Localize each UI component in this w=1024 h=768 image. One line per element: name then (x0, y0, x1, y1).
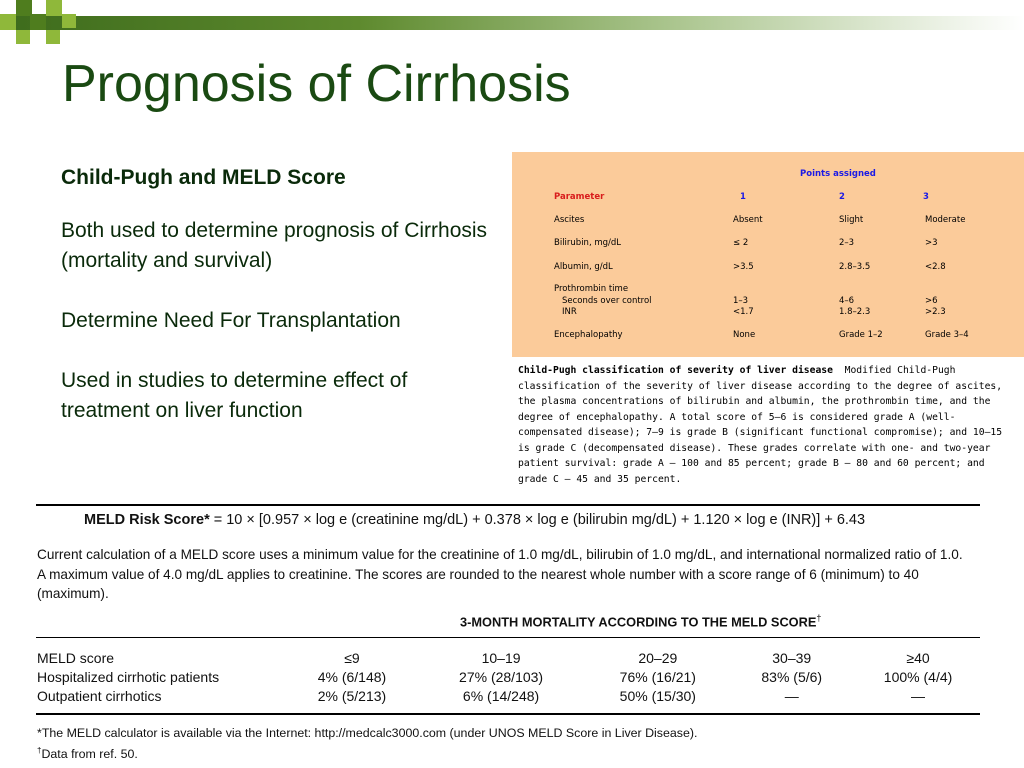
table-cell: >3.5 (733, 262, 754, 272)
header-bar (0, 16, 1024, 30)
table-cell: Grade 1–2 (839, 330, 883, 340)
points-col-3: 3 (923, 192, 929, 202)
points-header: Points assigned (800, 169, 876, 179)
table-cell: 1.8–2.3 (839, 307, 871, 317)
table-cell: 2–3 (839, 238, 855, 248)
footnote-2: †Data from ref. 50. (37, 746, 138, 761)
caption-title: Child-Pugh classification of severity of… (518, 365, 833, 376)
table-row: Outpatient cirrhotics 2% (5/213) 6% (14/… (37, 686, 985, 705)
table-cell: ≥40 (906, 649, 930, 666)
header-square (62, 14, 76, 28)
meld-formula: MELD Risk Score* = 10 × [0.957 × log e (… (84, 512, 865, 528)
mortality-table: MELD score ≤9 10–19 20–29 30–39 ≥40 Hosp… (37, 648, 985, 705)
header-square (16, 0, 32, 16)
header-square (0, 14, 16, 30)
table-cell: 83% (5/6) (761, 668, 823, 685)
table-cell: Absent (733, 215, 763, 225)
table-cell: Hospitalized cirrhotic patients (37, 668, 220, 685)
table-cell: 76% (16/21) (619, 668, 696, 685)
dagger-mark: † (37, 746, 42, 755)
table-cell: ≤9 (344, 649, 360, 666)
param-label: INR (562, 307, 577, 317)
param-label: Seconds over control (562, 296, 652, 306)
footnote-1: *The MELD calculator is available via th… (37, 726, 698, 740)
bullet-text: Determine Need For Transplantation (61, 309, 401, 332)
footnote-2-text: Data from ref. 50. (41, 747, 138, 762)
table-cell: 6% (14/248) (462, 687, 540, 704)
bullet-text: Used in studies to determine effect of t… (61, 369, 408, 422)
child-pugh-table: Points assigned Parameter 1 2 3 Ascites … (512, 152, 1024, 357)
points-col-2: 2 (839, 192, 845, 202)
param-label: Bilirubin, mg/dL (554, 238, 622, 248)
header-square (16, 30, 30, 44)
table-cell: 2.8–3.5 (839, 262, 871, 272)
caption-text: Modified Child-Pugh classification of th… (518, 365, 1003, 485)
table-cell: 27% (28/103) (459, 668, 544, 685)
table-cell: MELD score (37, 649, 115, 666)
param-label: Encephalopathy (554, 330, 623, 340)
table-cell: >2.3 (925, 307, 946, 317)
table-cell: <2.8 (925, 262, 946, 272)
table-cell: >3 (925, 238, 938, 248)
table-cell: Slight (839, 215, 864, 225)
table-cell: 4–6 (839, 296, 855, 306)
header-square (30, 14, 46, 30)
bullet-text: Both used to determine prognosis of Cirr… (61, 219, 488, 272)
page-title: Prognosis of Cirrhosis (62, 55, 571, 113)
table-cell: None (733, 330, 756, 340)
formula-text: = 10 × [0.957 × log e (creatinine mg/dL)… (213, 512, 866, 528)
table-cell: 1–3 (733, 296, 749, 306)
points-col-1: 1 (740, 192, 746, 202)
header-square (46, 0, 62, 16)
param-label: Albumin, g/dL (554, 262, 613, 272)
table-cell: — (784, 687, 799, 704)
table-cell: Moderate (925, 215, 966, 225)
divider (36, 713, 980, 715)
table-cell: 50% (15/30) (619, 687, 696, 704)
dagger-mark: † (816, 613, 822, 623)
table-cell: 100% (4/4) (883, 668, 953, 685)
header-square (46, 30, 60, 44)
param-label: Prothrombin time (554, 284, 629, 294)
table-cell: 10–19 (481, 649, 521, 666)
slide-body: Child-Pugh and MELD Score Both used to d… (61, 166, 491, 456)
mortality-header: 3-MONTH MORTALITY ACCORDING TO THE MELD … (460, 613, 821, 629)
parameter-header: Parameter (554, 192, 605, 202)
meld-description: Current calculation of a MELD score uses… (37, 547, 963, 601)
child-pugh-caption: Child-Pugh classification of severity of… (518, 363, 1018, 487)
table-cell: <1.7 (733, 307, 754, 317)
table-cell: 4% (6/148) (317, 668, 387, 685)
table-cell: ≤ 2 (733, 238, 749, 248)
table-cell: 30–39 (772, 649, 812, 666)
table-cell: 20–29 (638, 649, 678, 666)
mortality-header-text: 3-MONTH MORTALITY ACCORDING TO THE MELD … (460, 614, 817, 630)
divider (36, 637, 980, 638)
divider (36, 504, 980, 506)
table-cell: Grade 3–4 (925, 330, 969, 340)
slide-subtitle: Child-Pugh and MELD Score (61, 166, 346, 189)
param-label: Ascites (554, 215, 585, 225)
table-row: MELD score ≤9 10–19 20–29 30–39 ≥40 (37, 648, 985, 667)
table-cell: >6 (925, 296, 938, 306)
table-cell: — (911, 687, 926, 704)
formula-label: MELD Risk Score* (84, 512, 210, 528)
table-cell: 2% (5/213) (317, 687, 387, 704)
table-cell: Outpatient cirrhotics (37, 687, 162, 704)
table-row: Hospitalized cirrhotic patients 4% (6/14… (37, 667, 985, 686)
